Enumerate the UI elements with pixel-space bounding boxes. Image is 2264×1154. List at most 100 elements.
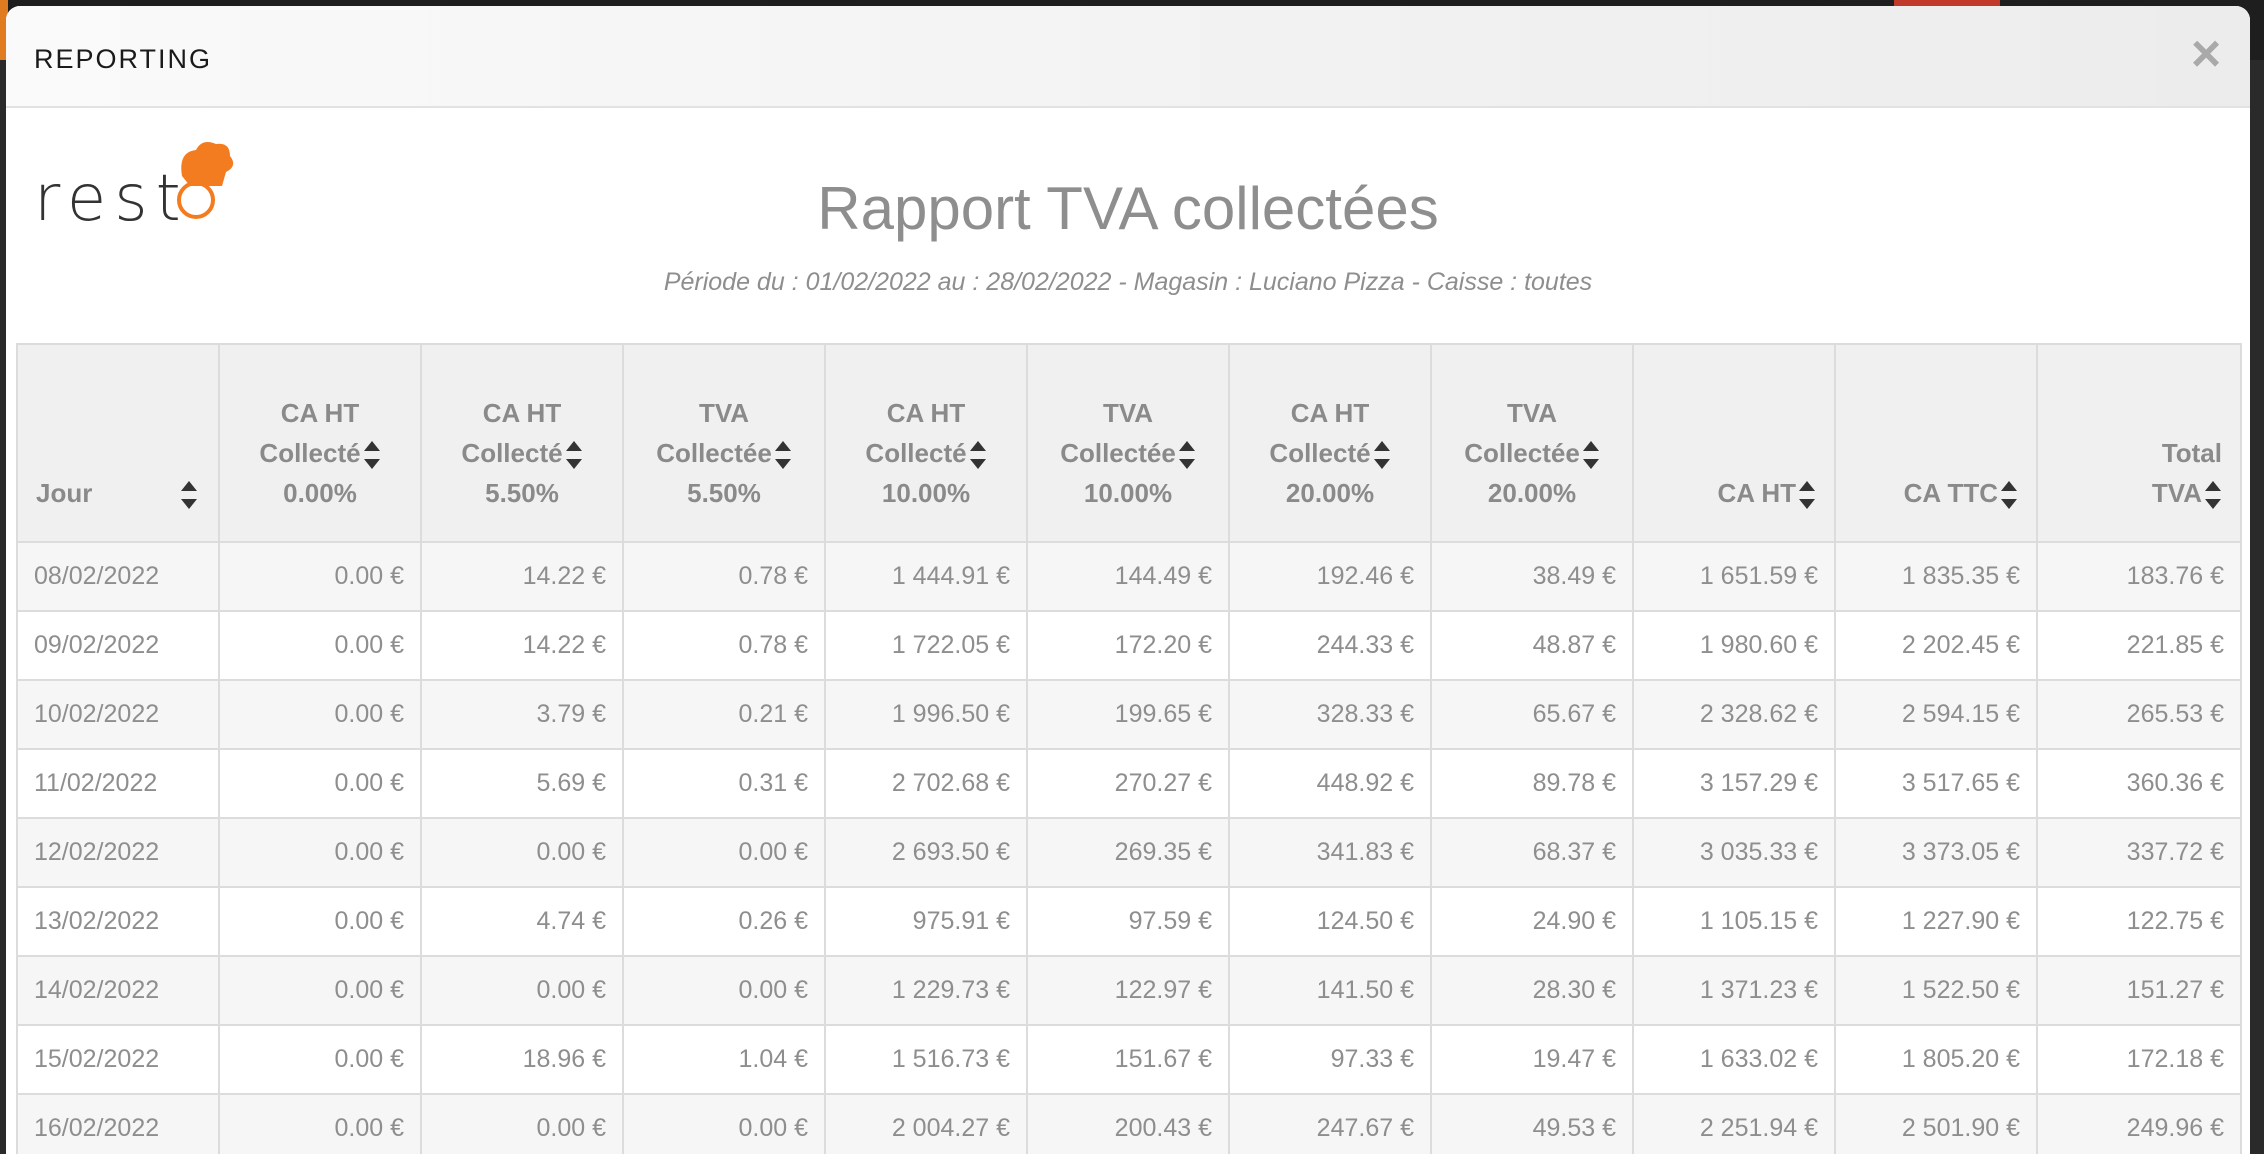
row-value-cell: 221.85 €	[2036, 610, 2242, 681]
column-header[interactable]: CA HT Collecté 0.00%	[218, 343, 422, 543]
row-date-cell: 16/02/2022	[16, 1093, 220, 1154]
row-value-cell: 2 702.68 €	[824, 748, 1028, 819]
row-value-cell: 270.27 €	[1026, 748, 1230, 819]
row-value-cell: 144.49 €	[1026, 541, 1230, 612]
table-row: 11/02/2022 0.00 €5.69 €0.31 €2 702.68 €27…	[16, 748, 2242, 819]
row-value-cell: 2 693.50 €	[824, 817, 1028, 888]
row-value-cell: 192.46 €	[1228, 541, 1432, 612]
row-value-cell: 0.31 €	[622, 748, 826, 819]
row-value-cell: 0.00 €	[622, 955, 826, 1026]
row-value-cell: 360.36 €	[2036, 748, 2242, 819]
row-value-cell: 0.78 €	[622, 541, 826, 612]
column-header-label: Collectée	[656, 438, 772, 468]
row-value-cell: 3 517.65 €	[1834, 748, 2038, 819]
row-value-cell: 0.00 €	[218, 748, 422, 819]
table-row: 12/02/2022 0.00 €0.00 €0.00 €2 693.50 €26…	[16, 817, 2242, 888]
chef-hat-icon	[177, 142, 234, 219]
column-header-label: TVA	[2151, 478, 2202, 508]
row-date-cell: 13/02/2022	[16, 886, 220, 957]
row-value-cell: 0.00 €	[622, 1093, 826, 1154]
sort-icon[interactable]	[1798, 480, 1816, 510]
row-date-cell: 12/02/2022	[16, 817, 220, 888]
row-value-cell: 4.74 €	[420, 886, 624, 957]
table-row: 08/02/2022 0.00 €14.22 €0.78 €1 444.91 €1…	[16, 541, 2242, 612]
row-value-cell: 3 035.33 €	[1632, 817, 1836, 888]
row-value-cell: 0.00 €	[622, 817, 826, 888]
row-date-cell: 09/02/2022	[16, 610, 220, 681]
sort-icon[interactable]	[969, 440, 987, 470]
sort-icon[interactable]	[2204, 480, 2222, 510]
row-value-cell: 1 835.35 €	[1834, 541, 2038, 612]
row-value-cell: 1 633.02 €	[1632, 1024, 1836, 1095]
row-date-cell: 14/02/2022	[16, 955, 220, 1026]
column-header-label: Collecté	[259, 438, 361, 468]
column-header-label: Total	[2161, 438, 2222, 468]
column-header-label: CA HT	[482, 398, 562, 428]
column-header[interactable]: CA HT Collecté 20.00%	[1228, 343, 1432, 543]
row-value-cell: 2 004.27 €	[824, 1093, 1028, 1154]
logo-text: rest	[34, 162, 189, 236]
row-value-cell: 244.33 €	[1228, 610, 1432, 681]
row-value-cell: 0.00 €	[218, 817, 422, 888]
column-header[interactable]: Total TVA	[2036, 343, 2242, 543]
sort-icon[interactable]	[1178, 440, 1196, 470]
row-value-cell: 2 501.90 €	[1834, 1093, 2038, 1154]
table-row: 14/02/2022 0.00 €0.00 €0.00 €1 229.73 €12…	[16, 955, 2242, 1026]
row-value-cell: 199.65 €	[1026, 679, 1230, 750]
row-value-cell: 448.92 €	[1228, 748, 1432, 819]
row-value-cell: 183.76 €	[2036, 541, 2242, 612]
column-header-label: 5.50%	[485, 478, 559, 508]
sort-icon[interactable]	[774, 440, 792, 470]
row-value-cell: 0.00 €	[218, 886, 422, 957]
row-value-cell: 1 227.90 €	[1834, 886, 2038, 957]
column-header[interactable]: CA HT Collecté 10.00%	[824, 343, 1028, 543]
row-value-cell: 0.00 €	[420, 817, 624, 888]
row-value-cell: 0.00 €	[420, 1093, 624, 1154]
column-header[interactable]: TVA Collectée 5.50%	[622, 343, 826, 543]
row-value-cell: 172.20 €	[1026, 610, 1230, 681]
vat-report-table-wrapper: Jour CA HT Collecté 0.00% CA HT Collecté 5.50%…	[16, 343, 2242, 1154]
row-value-cell: 0.00 €	[218, 1024, 422, 1095]
column-header[interactable]: CA TTC	[1834, 343, 2038, 543]
sort-icon[interactable]	[363, 440, 381, 470]
modal-title: REPORTING	[34, 44, 213, 74]
row-date-cell: 08/02/2022	[16, 541, 220, 612]
column-header[interactable]: CA HT Collecté 5.50%	[420, 343, 624, 543]
sort-icon[interactable]	[180, 480, 198, 510]
row-value-cell: 14.22 €	[420, 610, 624, 681]
column-header-label: 10.00%	[881, 478, 971, 508]
sort-icon[interactable]	[1582, 440, 1600, 470]
row-value-cell: 141.50 €	[1228, 955, 1432, 1026]
sort-icon[interactable]	[2000, 480, 2018, 510]
row-value-cell: 1 229.73 €	[824, 955, 1028, 1026]
row-value-cell: 1 996.50 €	[824, 679, 1028, 750]
table-body: 08/02/2022 0.00 €14.22 €0.78 €1 444.91 €1…	[16, 541, 2242, 1154]
column-header[interactable]: TVA Collectée 10.00%	[1026, 343, 1230, 543]
column-header[interactable]: TVA Collectée 20.00%	[1430, 343, 1634, 543]
row-value-cell: 1 105.15 €	[1632, 886, 1836, 957]
table-row: 10/02/2022 0.00 €3.79 €0.21 €1 996.50 €19…	[16, 679, 2242, 750]
column-header-label: Jour	[36, 478, 93, 508]
column-header-label: Collecté	[865, 438, 967, 468]
row-value-cell: 975.91 €	[824, 886, 1028, 957]
column-header-label: TVA	[698, 398, 750, 428]
row-value-cell: 0.00 €	[218, 1093, 422, 1154]
column-header[interactable]: CA HT	[1632, 343, 1836, 543]
sort-icon[interactable]	[565, 440, 583, 470]
row-value-cell: 3 373.05 €	[1834, 817, 2038, 888]
row-value-cell: 1 522.50 €	[1834, 955, 2038, 1026]
row-value-cell: 200.43 €	[1026, 1093, 1230, 1154]
table-row: 15/02/2022 0.00 €18.96 €1.04 €1 516.73 €1…	[16, 1024, 2242, 1095]
row-value-cell: 18.96 €	[420, 1024, 624, 1095]
column-header-label: 0.00%	[283, 478, 357, 508]
row-value-cell: 28.30 €	[1430, 955, 1634, 1026]
row-value-cell: 247.67 €	[1228, 1093, 1432, 1154]
column-header-label: 10.00%	[1083, 478, 1173, 508]
table-row: 09/02/2022 0.00 €14.22 €0.78 €1 722.05 €1…	[16, 610, 2242, 681]
column-header[interactable]: Jour	[16, 343, 220, 543]
row-value-cell: 2 251.94 €	[1632, 1093, 1836, 1154]
sort-icon[interactable]	[1373, 440, 1391, 470]
row-value-cell: 19.47 €	[1430, 1024, 1634, 1095]
row-value-cell: 0.00 €	[218, 541, 422, 612]
close-button[interactable]: ×	[2190, 25, 2222, 83]
